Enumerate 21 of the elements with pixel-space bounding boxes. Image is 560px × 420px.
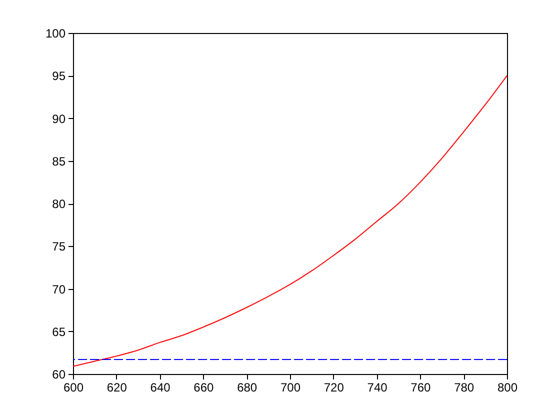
y-tick-label: 60: [52, 368, 66, 382]
x-tick-label: 720: [324, 380, 344, 394]
x-tick-label: 760: [410, 380, 432, 394]
y-tick-label: 95: [52, 69, 66, 84]
x-tick-label: 780: [454, 380, 474, 394]
y-tick-label: 70: [52, 282, 66, 296]
y-tick-label: 75: [52, 240, 66, 254]
x-tick-label: 740: [367, 380, 388, 394]
y-tick-label: 100: [45, 26, 66, 40]
y-tick-label: 85: [52, 154, 66, 168]
x-tick-label: 660: [194, 380, 214, 394]
y-tick-label: 65: [52, 324, 66, 339]
x-tick-label: 600: [63, 380, 84, 394]
y-tick-label: 90: [52, 112, 66, 126]
x-tick-label: 800: [497, 380, 518, 394]
x-tick-label: 640: [150, 380, 171, 394]
x-tick-label: 700: [280, 380, 301, 394]
y-tick-label: 80: [52, 197, 66, 211]
x-tick-label: 680: [237, 380, 258, 394]
x-tick-label: 620: [106, 380, 128, 394]
line-series: [73, 75, 507, 367]
